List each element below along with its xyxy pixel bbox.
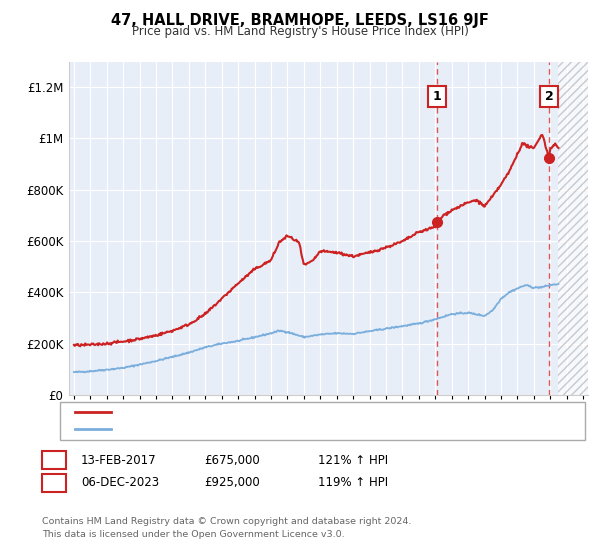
Text: £675,000: £675,000 [204,454,260,467]
Text: 47, HALL DRIVE, BRAMHOPE, LEEDS, LS16 9JF (detached house): 47, HALL DRIVE, BRAMHOPE, LEEDS, LS16 9J… [118,407,469,417]
Text: Price paid vs. HM Land Registry's House Price Index (HPI): Price paid vs. HM Land Registry's House … [131,25,469,38]
Text: 1: 1 [433,90,442,103]
Text: 2: 2 [50,476,58,489]
Text: £925,000: £925,000 [204,476,260,489]
Text: HPI: Average price, detached house, Leeds: HPI: Average price, detached house, Leed… [118,424,353,434]
Text: 06-DEC-2023: 06-DEC-2023 [81,476,159,489]
Text: 1: 1 [50,454,58,467]
Text: 2: 2 [545,90,553,103]
Text: Contains HM Land Registry data © Crown copyright and database right 2024.: Contains HM Land Registry data © Crown c… [42,517,412,526]
Text: 13-FEB-2017: 13-FEB-2017 [81,454,157,467]
Bar [559,62,588,395]
Text: 121% ↑ HPI: 121% ↑ HPI [318,454,388,467]
Text: 119% ↑ HPI: 119% ↑ HPI [318,476,388,489]
Text: This data is licensed under the Open Government Licence v3.0.: This data is licensed under the Open Gov… [42,530,344,539]
Text: 47, HALL DRIVE, BRAMHOPE, LEEDS, LS16 9JF: 47, HALL DRIVE, BRAMHOPE, LEEDS, LS16 9J… [111,13,489,29]
